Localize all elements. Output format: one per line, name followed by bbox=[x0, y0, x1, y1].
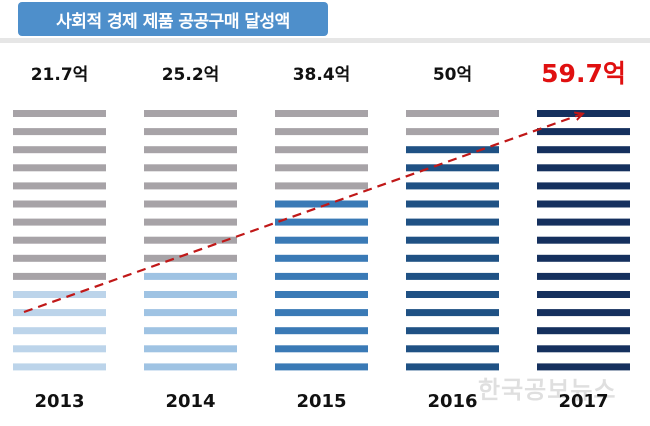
bar-segment-filled bbox=[275, 218, 368, 226]
bar-segment-filled bbox=[275, 254, 368, 262]
bar-segment-filled bbox=[537, 345, 630, 353]
bar-segment-empty bbox=[144, 218, 237, 226]
bar-segment-filled bbox=[537, 128, 630, 136]
bar-segment-filled bbox=[275, 309, 368, 317]
value-label-2017: 59.7억 bbox=[541, 59, 626, 88]
watermark-text: 한국공보뉴스 bbox=[478, 376, 617, 404]
trend-arrow bbox=[23, 114, 582, 314]
bar-segment-filled bbox=[537, 164, 630, 172]
bar-segment-empty bbox=[13, 218, 106, 226]
x-tick-label-2013: 2013 bbox=[34, 391, 84, 412]
bar-segment-empty bbox=[13, 146, 106, 154]
bar-segment-filled bbox=[13, 327, 106, 335]
bar-segment-filled bbox=[537, 236, 630, 244]
value-label-2015: 38.4억 bbox=[293, 65, 351, 85]
bar-segment-filled bbox=[144, 272, 237, 280]
bar-segment-filled bbox=[537, 200, 630, 208]
bar-segment-filled bbox=[144, 309, 237, 317]
bar-segment-filled bbox=[406, 182, 499, 190]
bar-segment-empty bbox=[275, 182, 368, 190]
bar-column-2016 bbox=[406, 110, 499, 371]
bar-segment-filled bbox=[406, 363, 499, 371]
x-tick-label-2014: 2014 bbox=[165, 391, 215, 412]
bar-segment-filled bbox=[537, 291, 630, 298]
bar-segment-empty bbox=[275, 146, 368, 154]
bar-segment-filled bbox=[275, 291, 368, 298]
bar-segment-filled bbox=[537, 309, 630, 317]
bar-column-2013 bbox=[13, 110, 106, 371]
bar-segment-filled bbox=[13, 345, 106, 353]
bar-column-2015 bbox=[275, 110, 368, 371]
bar-segment-empty bbox=[144, 254, 237, 262]
bar-segment-filled bbox=[406, 164, 499, 172]
bar-segment-empty bbox=[13, 200, 106, 208]
bar-column-2017 bbox=[537, 110, 630, 371]
bar-segment-filled bbox=[275, 200, 368, 208]
bar-segment-empty bbox=[13, 110, 106, 117]
bar-segment-empty bbox=[275, 128, 368, 136]
bar-segment-filled bbox=[13, 309, 106, 317]
bar-segment-empty bbox=[144, 110, 237, 117]
bar-segment-empty bbox=[13, 128, 106, 136]
bar-column-2014 bbox=[144, 110, 237, 371]
bar-segment-filled bbox=[275, 236, 368, 244]
bar-segment-empty bbox=[144, 236, 237, 244]
bar-segment-empty bbox=[13, 272, 106, 280]
bar-segment-filled bbox=[537, 110, 630, 117]
bar-segment-filled bbox=[275, 272, 368, 280]
chart-title: 사회적 경제 제품 공공구매 달성액 bbox=[56, 11, 290, 32]
bar-segment-filled bbox=[406, 327, 499, 335]
bar-segment-filled bbox=[275, 363, 368, 371]
bar-segment-filled bbox=[144, 345, 237, 353]
x-tick-label-2015: 2015 bbox=[296, 391, 346, 412]
chart-title-banner: 사회적 경제 제품 공공구매 달성액 bbox=[18, 2, 328, 36]
bar-segment-filled bbox=[537, 182, 630, 190]
x-tick-label-2017: 2017 bbox=[558, 391, 608, 412]
bar-segment-filled bbox=[144, 363, 237, 371]
bar-segment-filled bbox=[144, 291, 237, 298]
bar-segment-filled bbox=[537, 146, 630, 154]
bar-segment-empty bbox=[144, 128, 237, 136]
bar-segment-filled bbox=[537, 254, 630, 262]
value-label-2013: 21.7억 bbox=[31, 65, 89, 85]
bar-segment-empty bbox=[275, 110, 368, 117]
x-tick-label-2016: 2016 bbox=[427, 391, 477, 412]
bar-segment-empty bbox=[13, 182, 106, 190]
bar-segment-filled bbox=[406, 345, 499, 353]
bar-segment-empty bbox=[13, 254, 106, 262]
bar-segment-filled bbox=[537, 272, 630, 280]
bar-segment-filled bbox=[406, 218, 499, 226]
value-label-2016: 50억 bbox=[433, 65, 472, 85]
bar-segment-filled bbox=[406, 291, 499, 298]
bar-segment-filled bbox=[406, 309, 499, 317]
value-label-2014: 25.2억 bbox=[162, 65, 220, 85]
bar-segment-empty bbox=[144, 200, 237, 208]
bar-segment-filled bbox=[406, 200, 499, 208]
bar-segment-filled bbox=[406, 146, 499, 154]
bar-segment-empty bbox=[275, 164, 368, 172]
bar-segment-filled bbox=[13, 291, 106, 298]
bar-segment-filled bbox=[275, 345, 368, 353]
bar-segment-empty bbox=[13, 164, 106, 172]
bar-segment-empty bbox=[144, 182, 237, 190]
bar-segment-filled bbox=[406, 236, 499, 244]
bar-segment-filled bbox=[275, 327, 368, 335]
bar-segment-empty bbox=[144, 146, 237, 154]
bar-segment-filled bbox=[537, 218, 630, 226]
bar-segment-filled bbox=[406, 272, 499, 280]
bar-segment-filled bbox=[537, 327, 630, 335]
bar-segment-empty bbox=[144, 164, 237, 172]
bar-segment-filled bbox=[537, 363, 630, 371]
bar-segment-filled bbox=[144, 327, 237, 335]
bar-segment-filled bbox=[13, 363, 106, 371]
bar-segment-empty bbox=[13, 236, 106, 244]
bar-segment-empty bbox=[406, 110, 499, 117]
title-divider bbox=[0, 38, 650, 43]
bar-segment-empty bbox=[406, 128, 499, 136]
bar-segment-filled bbox=[406, 254, 499, 262]
